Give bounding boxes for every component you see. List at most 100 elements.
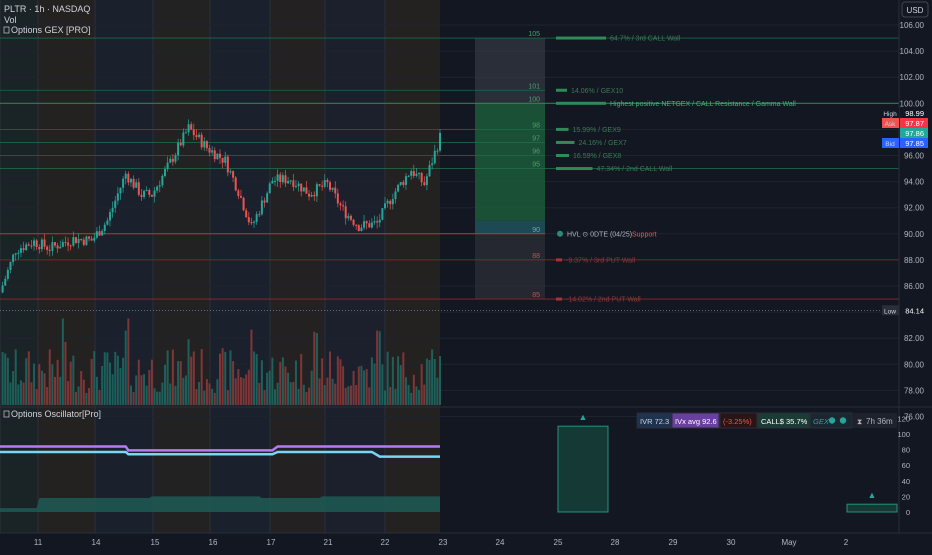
candle-body	[12, 254, 15, 262]
volume-bar	[373, 363, 376, 405]
volume-bar	[6, 357, 9, 405]
candle-body	[88, 236, 91, 239]
volume-bar	[245, 374, 248, 405]
symbol-label[interactable]: PLTR · 1h · NASDAQ	[4, 4, 90, 14]
candle-body	[407, 175, 410, 177]
hvl-dot-icon	[557, 230, 563, 237]
candle-body	[211, 150, 214, 153]
volume-bar	[253, 351, 256, 405]
volume-bar	[158, 391, 161, 405]
volume-bar	[357, 366, 360, 405]
volume-bar	[268, 370, 271, 405]
volume-bar	[389, 386, 392, 405]
candle-body	[14, 253, 17, 255]
candle-body	[43, 239, 46, 247]
candle-body	[187, 124, 190, 133]
gex-bar-98	[556, 127, 569, 131]
volume-bar	[297, 388, 300, 405]
volume-bar	[14, 349, 17, 405]
candle-body	[124, 173, 127, 179]
candle-body	[410, 171, 413, 176]
volume-bar	[423, 384, 426, 405]
candle-body	[169, 158, 172, 163]
candle-body	[226, 156, 229, 173]
candle-body	[192, 129, 195, 136]
candle-body	[428, 165, 431, 177]
candle-body	[229, 171, 232, 173]
candle-body	[166, 162, 169, 170]
candle-body	[279, 174, 282, 183]
volume-label[interactable]: Vol	[4, 15, 17, 25]
session-band-0	[0, 0, 38, 533]
badge-label: IVx avg 92.6	[675, 417, 717, 426]
currency-button[interactable]	[901, 1, 929, 18]
volume-bar	[203, 390, 206, 405]
hvl-zone	[475, 220, 545, 234]
volume-bar	[56, 359, 59, 405]
volume-bar	[17, 384, 20, 405]
candle-body	[342, 205, 345, 207]
candle-body	[289, 180, 292, 182]
volume-bar	[381, 364, 384, 405]
candle-body	[344, 206, 347, 219]
volume-bar	[407, 384, 410, 405]
put-zone	[475, 233, 545, 300]
time-axis[interactable]: 11 14 15 16 17 21 22 23 24 25 28 29 30 May 2	[34, 538, 849, 547]
candle-body	[213, 150, 216, 160]
candle-body	[103, 224, 106, 231]
volume-bar	[135, 375, 138, 405]
volume-bar	[250, 329, 253, 405]
badge-bg	[671, 412, 720, 429]
price-tick-label: 78.00	[904, 386, 925, 395]
volume-bar	[305, 391, 308, 405]
volume-bar	[370, 357, 373, 405]
gex-strike-label: 95	[532, 162, 540, 169]
candle-body	[77, 238, 80, 244]
volume-bar	[122, 357, 125, 405]
candle-body	[331, 187, 334, 190]
gex-bar-85	[556, 297, 562, 301]
candle-body	[394, 191, 397, 200]
volume-bar	[187, 339, 190, 405]
candle-body	[158, 185, 161, 187]
volume-bar	[208, 383, 211, 405]
candle-body	[305, 187, 308, 194]
price-tick-label: 106.00	[900, 21, 925, 30]
indicator-label[interactable]: Options GEX [PRO]	[11, 25, 91, 35]
volume-bar	[74, 392, 77, 405]
candle-body	[67, 242, 70, 246]
volume-bar	[103, 352, 106, 405]
volume-bar	[93, 351, 96, 405]
candle-body	[195, 135, 198, 138]
gex-note-label: 14.06% / GEX10	[571, 88, 623, 95]
candle-body	[38, 246, 41, 250]
oscillator-axis[interactable]: 120 100 80 60 40 20 0	[897, 414, 910, 517]
volume-bar	[386, 351, 389, 405]
volume-bar	[224, 351, 227, 405]
volume-bar	[25, 358, 28, 405]
volume-bar	[415, 386, 418, 405]
stat-tag-bg	[882, 118, 899, 128]
oscillator-tick-label: 20	[902, 492, 910, 501]
candle-body	[378, 219, 381, 223]
gex-note-label: -9.37% / 3rd PUT Wall	[566, 257, 636, 264]
volume-bar	[198, 382, 201, 405]
volume-bar	[394, 388, 397, 405]
time-tick-label: 22	[381, 538, 390, 547]
volume-bar	[213, 392, 216, 405]
volume-bar	[200, 349, 203, 405]
candle-body	[82, 239, 85, 245]
gex-bar-97	[556, 140, 575, 144]
candle-body	[234, 177, 237, 191]
price-tick-label: 96.00	[904, 152, 925, 161]
gex-note-label: 47.34% / 2nd CALL Wall	[597, 166, 673, 173]
currency-label[interactable]: USD	[907, 6, 924, 15]
volume-bar	[164, 364, 166, 405]
volume-bar	[114, 351, 117, 405]
candle-body	[74, 237, 77, 244]
candle-body	[360, 227, 363, 232]
volume-bar	[260, 360, 263, 405]
oscillator-label[interactable]: Options Oscillator[Pro]	[11, 409, 101, 419]
volume-bar	[27, 351, 30, 405]
